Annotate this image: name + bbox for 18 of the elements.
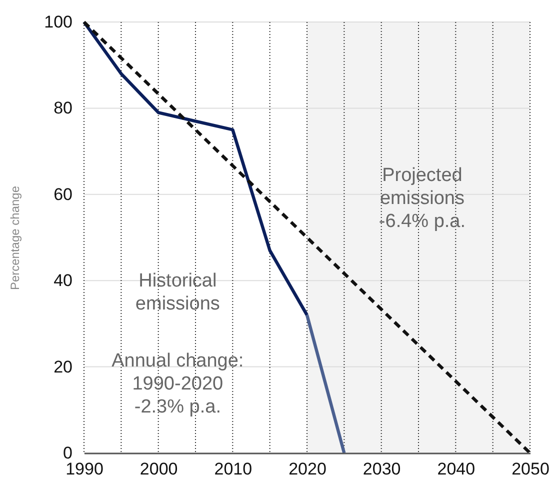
annotation: Annual change: 1990-2020 -2.3% p.a. <box>112 350 244 418</box>
x-tick-label: 2010 <box>214 460 252 478</box>
x-tick-label: 2030 <box>362 460 401 478</box>
line-series <box>82 20 309 317</box>
x-tick-label: 1990 <box>66 460 104 478</box>
x-tick-label: 2020 <box>288 460 326 478</box>
y-tick-label: 60 <box>54 184 72 204</box>
y-tick-label: 80 <box>54 98 72 118</box>
y-tick-label: 20 <box>54 357 72 376</box>
y-tick-label: 100 <box>44 12 72 32</box>
annotation: Projected emissions -6.4% p.a. <box>378 165 466 232</box>
y-axis-title: Percentage change <box>8 186 22 290</box>
x-tick-label: 2040 <box>437 460 476 478</box>
y-tick-label: 0 <box>63 444 72 462</box>
x-tick-label: 2050 <box>512 460 550 478</box>
annotation: Historical emissions <box>135 270 220 315</box>
x-tick-label: 2000 <box>140 460 178 478</box>
y-tick-label: 40 <box>54 271 72 290</box>
